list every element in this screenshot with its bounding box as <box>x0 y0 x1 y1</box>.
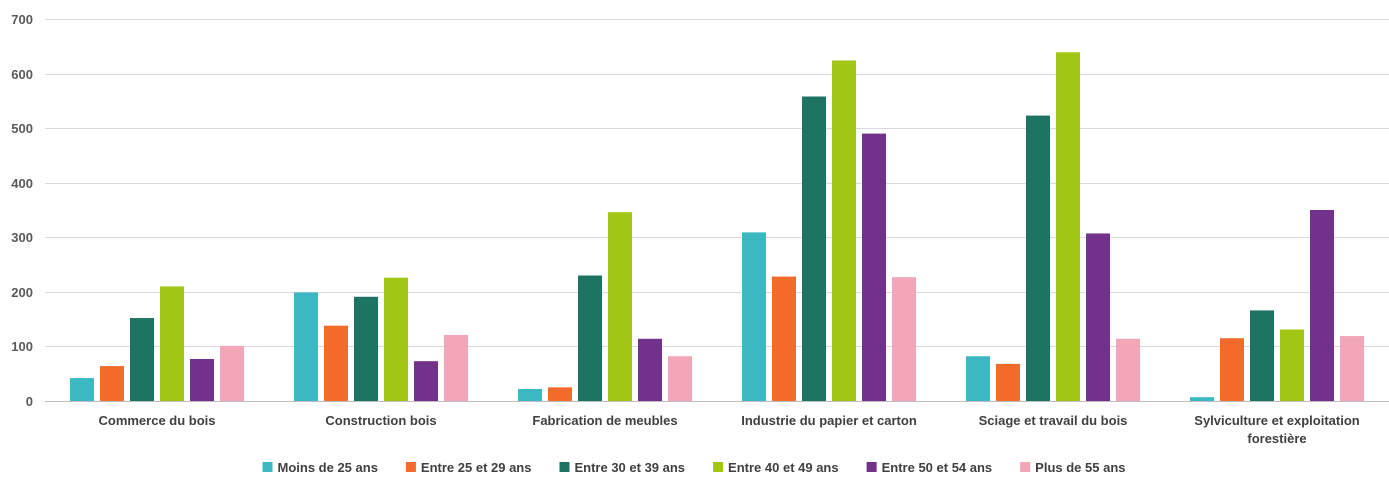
bar <box>294 292 318 401</box>
legend-label: Entre 50 et 54 ans <box>882 460 993 475</box>
legend-label: Plus de 55 ans <box>1035 460 1125 475</box>
bar <box>130 318 154 401</box>
category-label: Fabrication de meubles <box>532 413 677 428</box>
y-tick-label: 0 <box>26 394 33 409</box>
legend-swatch <box>866 462 877 472</box>
gridlines <box>45 19 1389 402</box>
bar <box>1310 210 1334 401</box>
bar <box>802 96 826 402</box>
legend-swatch <box>405 462 416 472</box>
bar <box>668 356 692 401</box>
legend-item: Entre 25 et 29 ans <box>405 460 532 475</box>
y-tick-label: 100 <box>11 339 33 354</box>
bar <box>742 232 766 401</box>
legend-swatch <box>559 462 570 472</box>
legend-swatch <box>713 462 724 472</box>
bar <box>548 387 572 401</box>
bar <box>354 296 378 401</box>
bar <box>578 275 602 401</box>
y-tick-label: 500 <box>11 121 33 136</box>
bar <box>1190 397 1214 401</box>
legend-label: Entre 25 et 29 ans <box>421 460 532 475</box>
bar <box>444 334 468 401</box>
y-tick-label: 300 <box>11 230 33 245</box>
bar <box>1026 115 1050 401</box>
y-tick-label: 400 <box>11 176 33 191</box>
legend-label: Entre 30 et 39 ans <box>574 460 685 475</box>
y-tick-label: 700 <box>11 12 33 27</box>
bar <box>1220 338 1244 401</box>
y-axis-ticks: 0 100 200 300 400 500 600 700 <box>11 12 33 409</box>
bar <box>832 60 856 402</box>
bar <box>1056 52 1080 401</box>
bar <box>608 212 632 401</box>
bar <box>862 133 886 401</box>
bar <box>1340 336 1364 401</box>
category-label: Construction bois <box>325 413 436 428</box>
bar <box>772 276 796 401</box>
bar <box>70 378 94 401</box>
legend-item: Entre 30 et 39 ans <box>559 460 685 475</box>
bar <box>638 338 662 401</box>
category-label: forestière <box>1247 431 1306 446</box>
bar <box>1086 233 1110 401</box>
legend: Moins de 25 ans Entre 25 et 29 ans Entre 3… <box>262 460 1126 475</box>
bar <box>160 286 184 401</box>
bar <box>1116 338 1140 401</box>
bar <box>996 363 1020 401</box>
bar <box>190 358 214 401</box>
legend-swatch <box>262 462 273 472</box>
legend-label: Moins de 25 ans <box>278 460 378 475</box>
bar <box>384 277 408 401</box>
bars <box>70 52 1364 402</box>
bar <box>1250 310 1274 401</box>
category-labels: Commerce du bois Construction bois Fabrica… <box>98 413 1359 446</box>
bar <box>100 366 124 401</box>
bar <box>324 325 348 401</box>
legend-label: Entre 40 et 49 ans <box>728 460 839 475</box>
category-label: Sciage et travail du bois <box>979 413 1128 428</box>
legend-item: Entre 50 et 54 ans <box>866 460 993 475</box>
bar <box>518 388 542 401</box>
bar <box>966 356 990 401</box>
legend-item: Plus de 55 ans <box>1020 460 1126 475</box>
y-tick-label: 600 <box>11 67 33 82</box>
bar <box>414 361 438 401</box>
category-label: Commerce du bois <box>98 413 215 428</box>
category-label: Industrie du papier et carton <box>741 413 917 428</box>
bar <box>1280 329 1304 401</box>
legend-swatch <box>1020 462 1031 472</box>
bar <box>892 277 916 401</box>
category-label: Sylviculture et exploitation <box>1194 413 1359 428</box>
bar <box>220 345 244 401</box>
legend-item: Entre 40 et 49 ans <box>713 460 839 475</box>
legend-item: Moins de 25 ans <box>262 460 378 475</box>
y-tick-label: 200 <box>11 285 33 300</box>
